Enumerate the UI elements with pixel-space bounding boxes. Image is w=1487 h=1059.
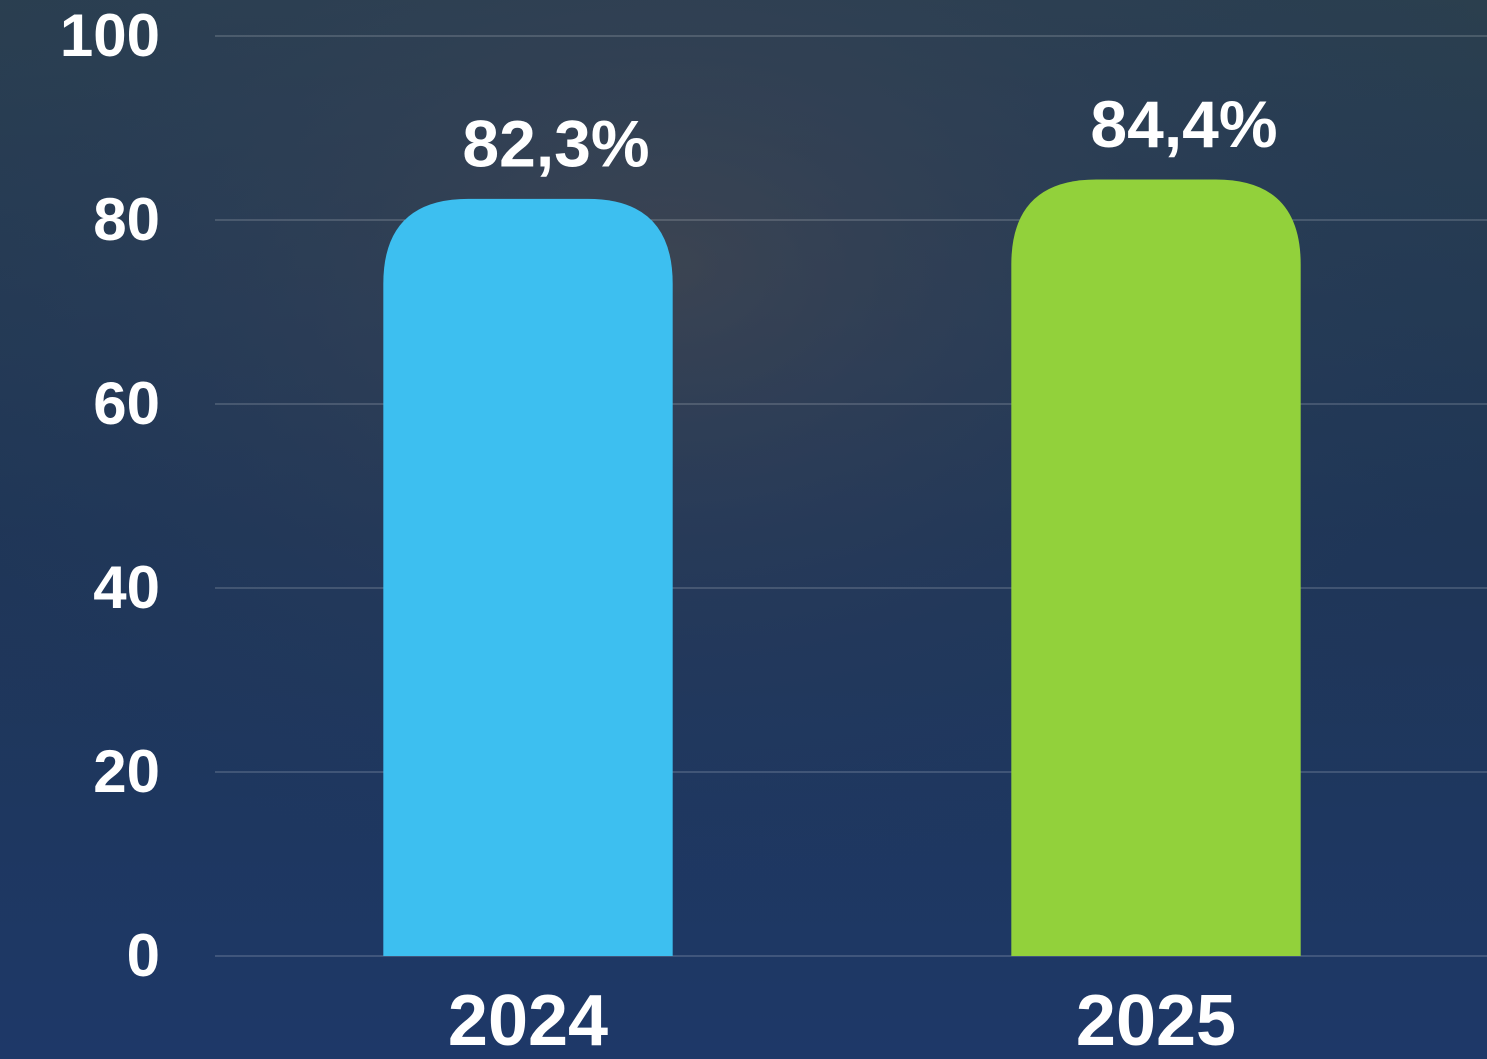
x-tick-label: 2024 [448, 981, 608, 1059]
y-tick-label: 20 [93, 738, 160, 805]
value-label: 84,4% [1090, 87, 1277, 161]
y-tick-label: 100 [60, 2, 160, 69]
value-label: 82,3% [462, 106, 649, 180]
y-tick-label: 0 [127, 922, 160, 989]
bar [383, 198, 673, 957]
bar [1011, 179, 1301, 956]
y-tick-label: 40 [93, 554, 160, 621]
y-tick-label: 80 [93, 186, 160, 253]
x-tick-label: 2025 [1076, 981, 1236, 1059]
y-tick-label: 60 [93, 370, 160, 437]
